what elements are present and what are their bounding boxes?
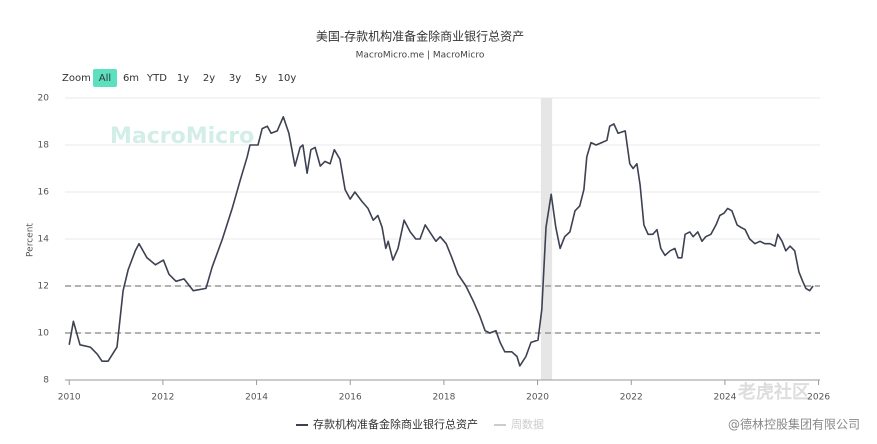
- range-button[interactable]: All: [99, 73, 111, 84]
- range-button[interactable]: 3y: [229, 73, 241, 84]
- y-tick-label: 8: [43, 376, 49, 386]
- x-tick-label: 2018: [432, 393, 455, 403]
- range-button[interactable]: 6m: [123, 73, 139, 84]
- x-tick-label: 2026: [807, 393, 830, 403]
- range-button[interactable]: 1y: [177, 73, 189, 84]
- y-tick-label: 14: [38, 235, 50, 245]
- x-tick-label: 2020: [526, 393, 549, 403]
- shaded-range: [540, 98, 553, 380]
- x-tick-label: 2010: [58, 393, 81, 403]
- legend-label[interactable]: 存款机构准备金除商业银行总资产: [313, 417, 478, 431]
- y-axis-label: Percent: [26, 223, 36, 257]
- chart-title: 美国-存款机构准备金除商业银行总资产: [316, 29, 524, 44]
- y-tick-label: 18: [38, 141, 50, 151]
- footer-watermark: 老虎社区: [738, 381, 810, 403]
- footer-credit: @德林控股集团有限公司: [728, 417, 860, 432]
- x-tick-label: 2012: [151, 393, 174, 403]
- range-button[interactable]: 10y: [278, 73, 297, 84]
- range-button[interactable]: 2y: [203, 73, 215, 84]
- series-line: [68, 116, 814, 367]
- chart-subtitle: MacroMicro.me | MacroMicro: [356, 51, 485, 61]
- x-tick-label: 2016: [339, 393, 362, 403]
- range-button[interactable]: 5y: [255, 73, 267, 84]
- range-button-bg[interactable]: [93, 69, 117, 87]
- x-tick-label: 2014: [245, 393, 268, 403]
- y-tick-label: 16: [38, 188, 50, 198]
- y-tick-label: 20: [38, 94, 50, 104]
- zoom-label: Zoom: [62, 73, 91, 84]
- y-tick-label: 12: [38, 282, 49, 292]
- y-tick-label: 10: [38, 329, 50, 339]
- legend-label[interactable]: 周数据: [511, 417, 544, 431]
- x-tick-label: 2024: [713, 393, 736, 403]
- x-tick-label: 2022: [620, 393, 643, 403]
- range-button[interactable]: YTD: [146, 73, 167, 84]
